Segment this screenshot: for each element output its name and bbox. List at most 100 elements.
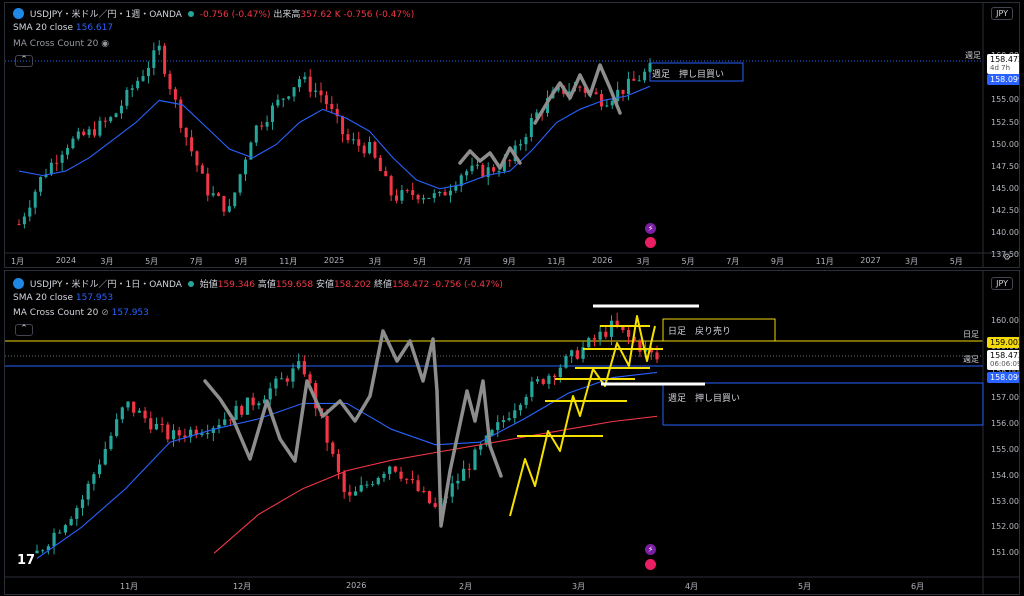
weekly-chart-panel[interactable]: USDJPY・米ドル／円・1週・OANDA -0.756 (-0.47%) 出来… [4,2,1020,268]
flag-icon [13,8,24,19]
candle-body [254,125,258,143]
candle-body [501,420,506,423]
weekly-sma-legend[interactable]: SMA 20 close 156.617 [13,23,113,33]
candle-body [66,148,70,155]
candle-body [335,108,339,117]
daily-currency-button[interactable]: JPY [991,277,1013,290]
candle-body [346,134,350,141]
daily-ma-cross-legend[interactable]: MA Cross Count 20 ⊘ 157.953 [13,308,149,318]
price-tick-label: 155.000 [991,444,1019,454]
candle-body [626,330,631,337]
weekly-sma-tag: 158.099 [987,74,1019,85]
event-marker-icon[interactable] [645,559,656,570]
time-tick-label: 3月 [905,257,919,266]
time-tick-label: 2026 [592,256,613,265]
candle-body [459,175,463,186]
settings-icon[interactable]: ⚙ [1003,253,1012,263]
candle-body [233,192,237,207]
collapse-legend-button[interactable]: ⌃ [15,324,33,336]
daily-sell-annotation[interactable]: 日足 戻り売り [668,327,732,337]
time-tick-label: 6月 [911,582,925,591]
daily-chart-canvas[interactable] [5,271,1020,594]
candle-body [615,320,619,327]
time-tick-label: 11月 [279,257,298,266]
candle-body [348,491,352,496]
candle-body [465,171,469,176]
candle-body [547,375,551,384]
weekly-chart-canvas[interactable] [5,3,1020,267]
candle-body [52,532,56,547]
candle-body [389,176,393,196]
sma-value: 156.617 [75,23,114,33]
candle-body [211,193,215,196]
candle-body [177,430,181,436]
candle-body [149,418,153,430]
candle-body [609,320,614,337]
price-tick-label: 150.000 [991,139,1019,149]
daily-buy-annotation[interactable]: 週足 押し目買い [668,394,741,404]
candle-body [297,361,301,369]
lightning-icon[interactable]: ⚡ [645,544,656,555]
candle-body [359,485,363,492]
daily-sma-value: 157.953 [75,293,114,303]
candle-body [200,165,204,174]
yellow-zigzag-drawing [509,315,656,517]
candle-body [626,78,630,94]
hidden-icon[interactable]: ⊘ [101,308,109,318]
daily-line-label: 日足 [963,330,979,339]
volume-change: -0.756 (-0.47%) [343,10,415,20]
high-value: 159.658 [275,280,314,290]
candle-body [433,503,437,507]
candle-body [456,480,460,484]
candle-body [353,491,358,496]
event-marker-icon[interactable] [645,237,656,248]
time-tick-label: 2025 [323,256,345,265]
candle-body [382,473,386,478]
candle-body [49,162,53,175]
candle-body [384,171,388,177]
candle-body [529,118,533,137]
price-tick-label: 155.000 [991,95,1019,105]
price-tick-label: 147.500 [991,161,1019,171]
daily-sma-legend[interactable]: SMA 20 close 157.953 [13,293,114,303]
candle-body [370,484,375,486]
daily-chart-panel[interactable]: USDJPY・米ドル／円・1日・OANDA 始値159.346 高値159.65… [4,270,1020,595]
lightning-icon[interactable]: ⚡ [645,223,656,234]
eye-icon[interactable]: ◉ [101,39,110,49]
market-status-icon [187,11,194,17]
candle-body [450,483,454,497]
candle-body [143,410,147,419]
weekly-symbol-title[interactable]: USDJPY・米ドル／円・1週・OANDA [29,10,182,20]
candle-body [443,191,447,196]
candle-body [558,367,562,378]
time-tick-label: 2027 [860,256,881,265]
daily-symbol-title[interactable]: USDJPY・米ドル／円・1日・OANDA [29,280,182,290]
candle-body [399,471,403,479]
candle-body [240,406,244,415]
candle-body [206,173,210,196]
volume-value: 357.62 K [300,10,341,20]
candle-body [217,424,221,428]
candle-body [410,478,415,481]
candle-body [249,142,253,160]
candle-body [405,478,409,480]
candle-body [157,45,161,51]
candle-body [55,162,59,164]
candle-body [281,98,285,100]
candle-body [331,442,335,454]
candle-body [137,410,141,413]
candle-body [637,80,641,82]
candle-body [44,174,48,178]
candle-body [393,466,397,472]
weekly-annotation[interactable]: 週足 押し目買い [652,70,725,80]
candle-body [80,499,85,509]
weekly-ma-cross-legend[interactable]: MA Cross Count 20 ◉ [13,39,109,49]
candle-body [470,165,474,172]
candle-body [179,99,183,128]
weekly-currency-button[interactable]: JPY [991,7,1013,20]
candle-body [274,378,278,389]
collapse-legend-button[interactable]: ⌃ [15,55,33,67]
candle-body [63,525,68,533]
time-tick-label: 3月 [100,257,114,266]
price-tick-label: 160.000 [991,315,1019,325]
